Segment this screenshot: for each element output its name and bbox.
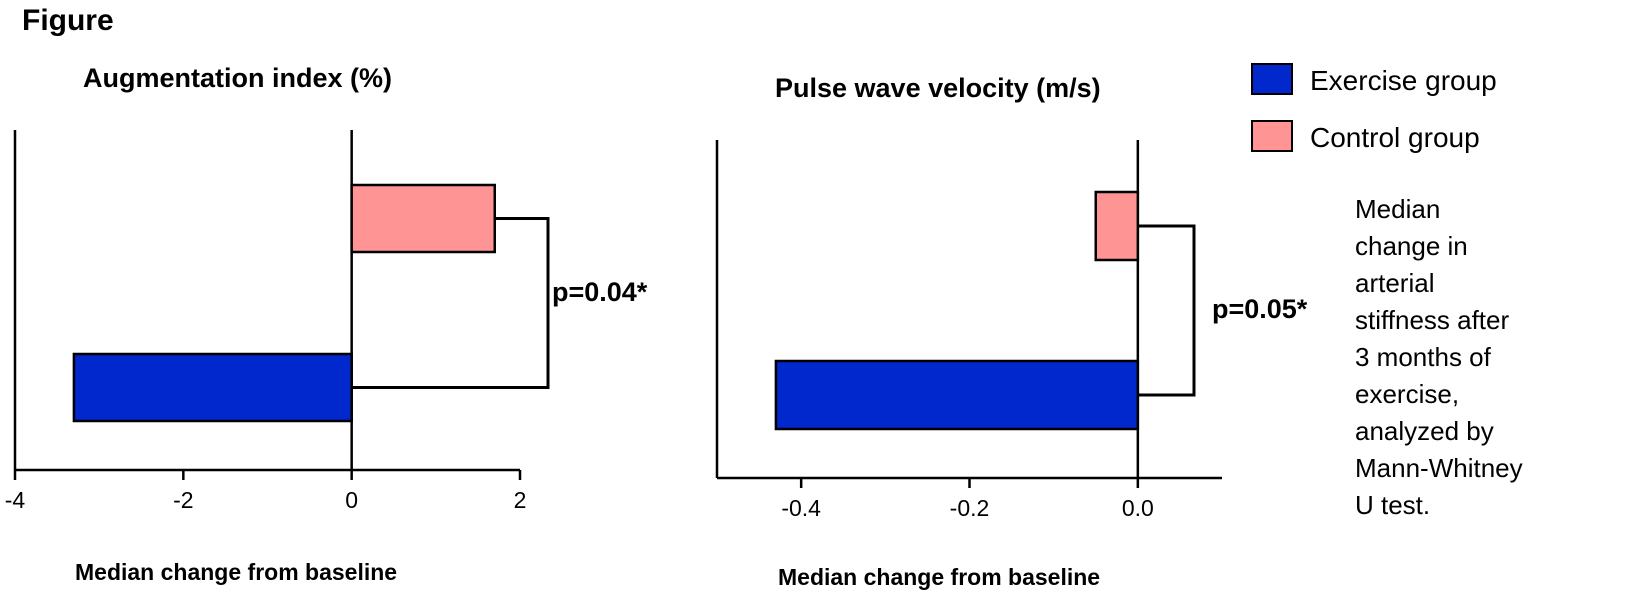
legend: Exercise group Control group [1251,63,1497,153]
figure-title: Figure [22,4,114,37]
pulse-wave-velocity-chart: Pulse wave velocity (m/s) Median change … [715,73,1308,590]
bar-exercise-group [72,352,353,423]
caption-line: arterial [1355,268,1434,298]
significance-bracket [1137,224,1196,397]
significance-bracket [351,217,550,389]
augmentation-index-chart: Augmentation index (%) Median change fro… [5,63,648,585]
x-tick-label: 0 [345,487,358,513]
bar-control-group [1094,190,1140,262]
caption-line: stiffness after [1355,305,1509,335]
caption-line: U test. [1355,490,1430,520]
legend-label-exercise: Exercise group [1310,65,1497,96]
caption-line: 3 months of [1355,342,1492,372]
p-value-annotation: p=0.04* [552,277,648,307]
caption-line: analyzed by [1355,416,1494,446]
caption-line: exercise, [1355,379,1459,409]
bar-exercise-group [774,359,1140,431]
bar-control-group [350,183,496,254]
p-value-annotation: p=0.05* [1212,294,1308,324]
legend-swatch-control [1251,120,1293,152]
x-axis-label: Median change from baseline [75,559,397,585]
x-tick-label: -4 [5,487,26,513]
x-tick-label: -2 [173,487,193,513]
caption-line: change in [1355,231,1468,261]
chart-title: Augmentation index (%) [83,63,392,93]
x-tick-label: 2 [514,487,527,513]
chart-title: Pulse wave velocity (m/s) [775,73,1101,103]
legend-swatch-exercise [1251,63,1293,95]
caption-line: Mann-Whitney [1355,453,1523,483]
legend-label-control: Control group [1310,122,1480,153]
caption: Median change in arterial stiffness after 3 … [1355,194,1523,520]
x-tick-label: -0.2 [950,495,990,521]
x-axis-label: Median change from baseline [778,564,1100,590]
caption-line: Median [1355,194,1440,224]
x-tick-label: -0.4 [781,495,821,521]
x-tick-label: 0.0 [1122,495,1154,521]
